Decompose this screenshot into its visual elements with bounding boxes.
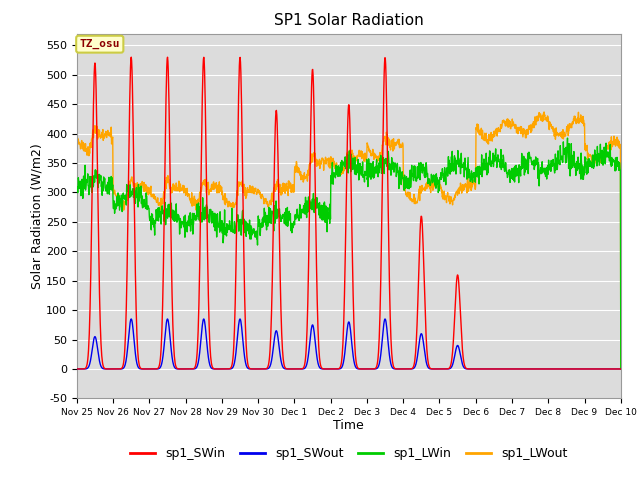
Text: TZ_osu: TZ_osu — [79, 39, 120, 49]
X-axis label: Time: Time — [333, 419, 364, 432]
Legend: sp1_SWin, sp1_SWout, sp1_LWin, sp1_LWout: sp1_SWin, sp1_SWout, sp1_LWin, sp1_LWout — [125, 442, 573, 465]
Y-axis label: Solar Radiation (W/m2): Solar Radiation (W/m2) — [30, 143, 43, 289]
Title: SP1 Solar Radiation: SP1 Solar Radiation — [274, 13, 424, 28]
